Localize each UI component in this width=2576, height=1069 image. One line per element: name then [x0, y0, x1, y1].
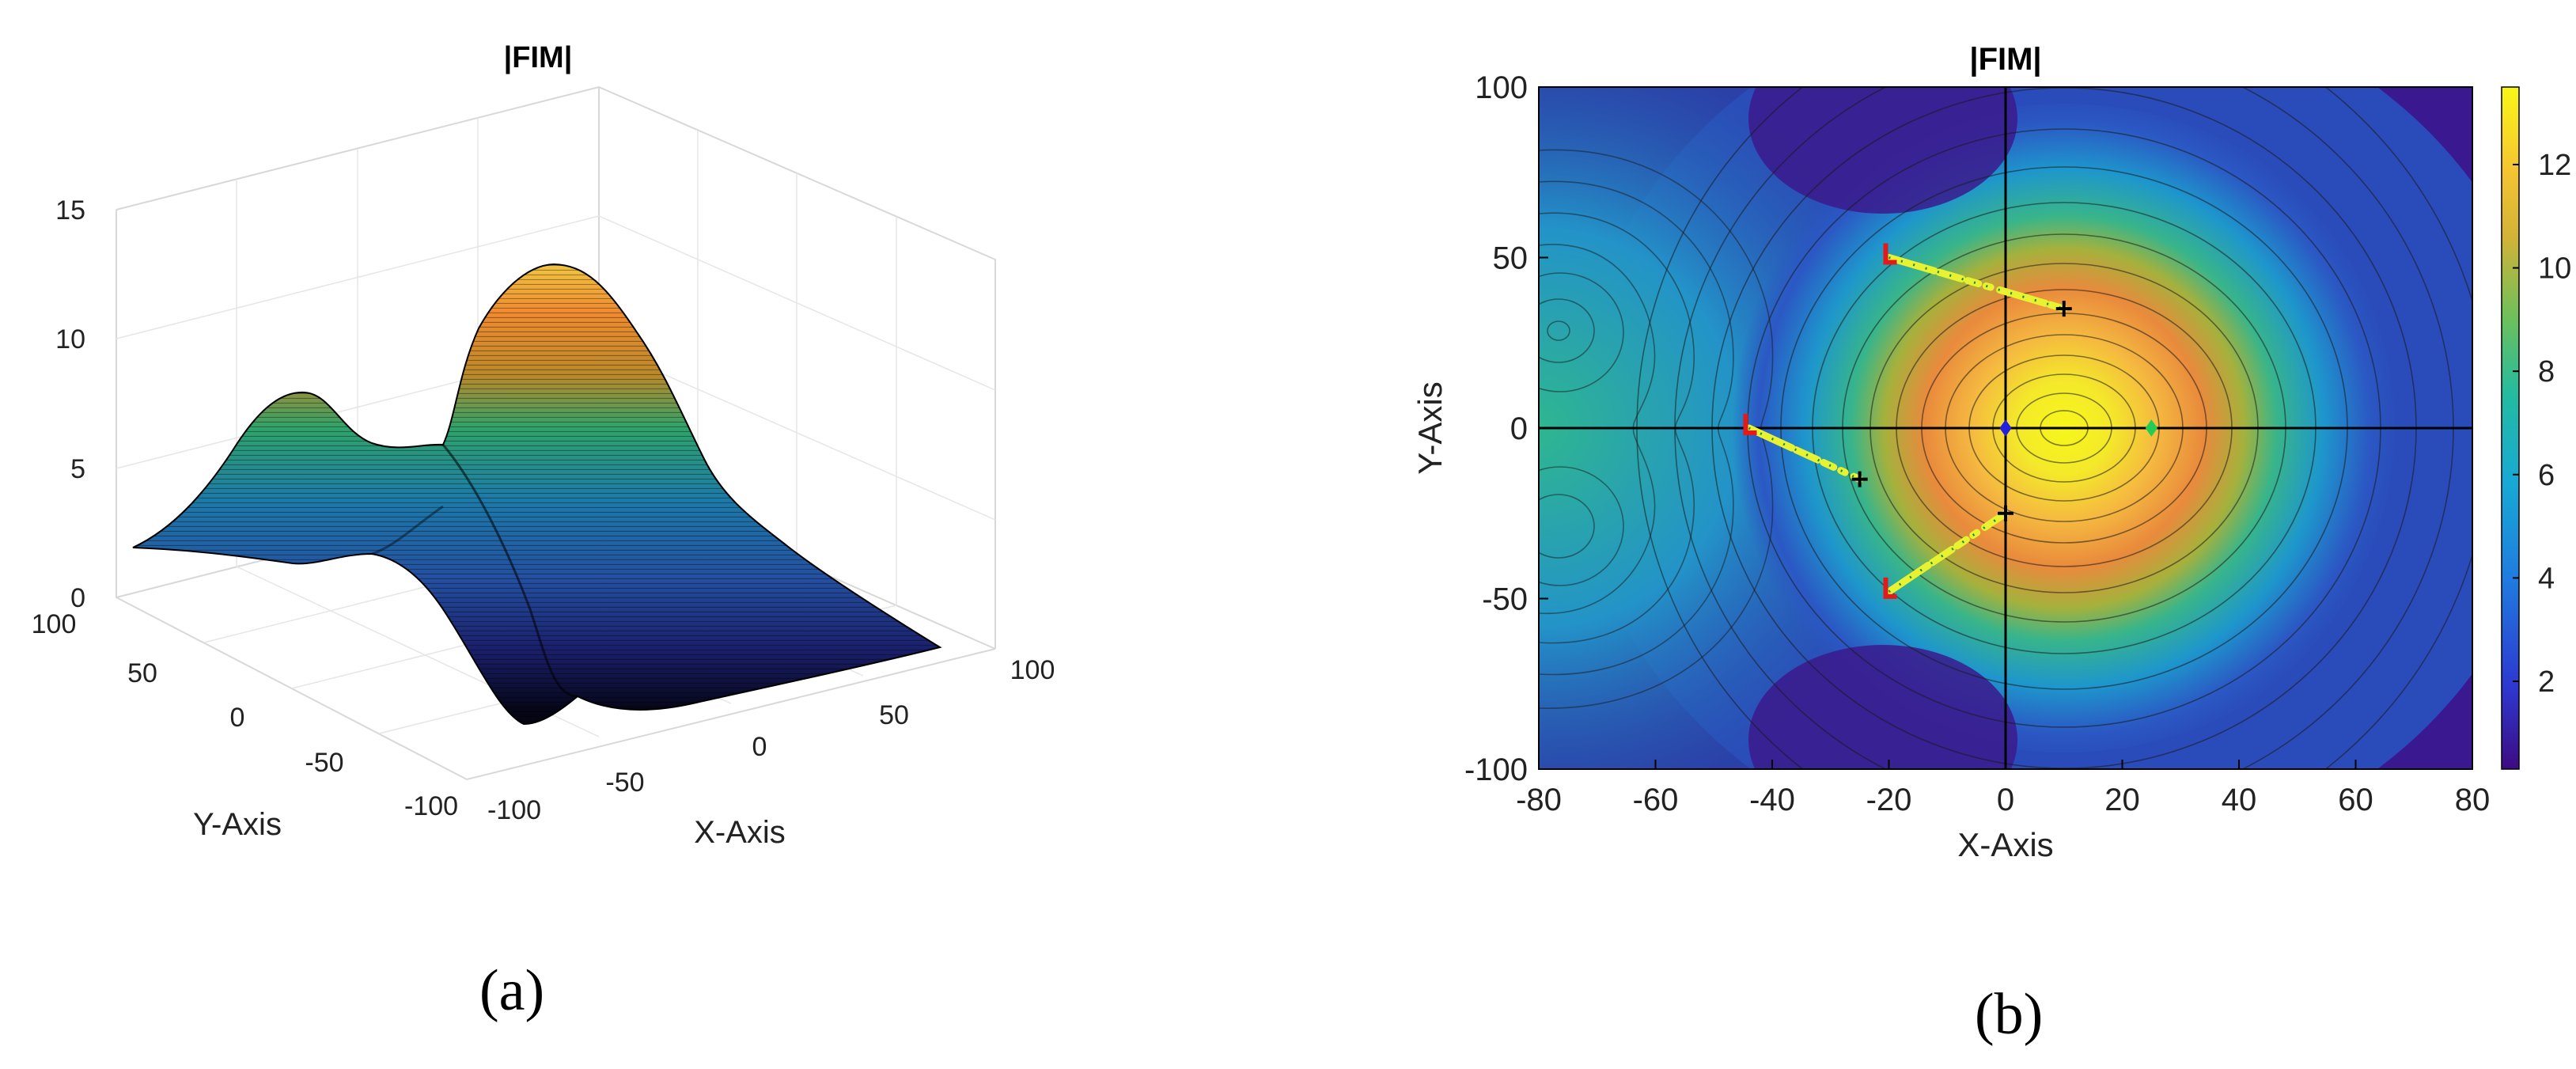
end-marker — [1998, 505, 2013, 521]
x-axis-label: X-Axis — [1957, 826, 2053, 863]
trajectory-1 — [1883, 243, 2072, 317]
trajectory-dots — [1748, 426, 1861, 481]
surface-axes — [116, 85, 996, 781]
end-marker — [1851, 471, 1868, 487]
surface-plot — [132, 263, 942, 726]
trajectory-dots — [1888, 256, 2065, 310]
y-tick-label: -100 — [1464, 752, 1528, 787]
y-axis-label: Y-Axis — [1411, 381, 1449, 475]
x-tick-label: 50 — [879, 700, 909, 730]
colorbar — [2501, 86, 2520, 770]
z-tick-label: 10 — [55, 324, 85, 354]
x-tick-label: 100 — [1010, 655, 1055, 685]
start-marker — [1883, 243, 1897, 265]
x-tick-label: 0 — [752, 732, 767, 762]
colorbar-tick-label: 4 — [2538, 562, 2555, 595]
trajectory-path — [1885, 510, 2010, 596]
trajectory-3 — [1883, 505, 2013, 599]
x-tick-label: 80 — [2455, 783, 2491, 817]
end-marker — [2055, 301, 2072, 317]
y-axis-label: Y-Axis — [193, 807, 282, 842]
y-tick-label: 0 — [1510, 411, 1528, 446]
panel-label-a: (a) — [479, 958, 545, 1023]
x-tick-label: -40 — [1749, 783, 1795, 817]
heatmap-field — [1538, 86, 2520, 770]
z-tick-label: 0 — [70, 583, 85, 613]
start-marker — [1743, 414, 1757, 435]
colorbar-tick-label: 8 — [2538, 355, 2555, 389]
x-tick-label: 60 — [2338, 783, 2373, 817]
x-tick-label: -60 — [1633, 783, 1679, 817]
x-tick-label: 40 — [2222, 783, 2257, 817]
x-tick-label: -100 — [487, 795, 541, 825]
x-tick-label: 20 — [2104, 783, 2140, 817]
y-tick-label: 50 — [1493, 241, 1529, 276]
diamond-marker-2 — [2145, 419, 2157, 437]
y-tick-label: 50 — [127, 658, 157, 688]
chart-contour-heatmap: |FIM| -80 -60 -40 -20 0 20 40 60 80 100 50 0 -50 -100 X… — [1411, 42, 2571, 863]
y-tick-label: -50 — [1482, 582, 1528, 617]
chart-a-title: |FIM| — [504, 41, 573, 74]
colorbar-tick-label: 2 — [2538, 665, 2555, 699]
chart-b-title: |FIM| — [1969, 42, 2041, 77]
y-tick-label: -50 — [305, 748, 343, 778]
colorbar-tick-label: 12 — [2538, 149, 2571, 182]
panel-label-b: (b) — [1975, 982, 2044, 1047]
x-tick-label: -20 — [1866, 783, 1912, 817]
z-tick-label: 15 — [55, 195, 85, 226]
z-tick-label: 5 — [70, 454, 85, 484]
start-marker — [1883, 577, 1897, 599]
diamond-marker-1 — [1999, 419, 2012, 437]
x-axis-label: X-Axis — [694, 815, 786, 850]
y-tick-label: -100 — [404, 791, 458, 821]
colorbar-tick-label: 6 — [2538, 459, 2555, 492]
x-tick-label: 0 — [1997, 783, 2014, 817]
y-tick-label: 0 — [230, 703, 245, 733]
x-tick-label: -80 — [1516, 783, 1562, 817]
trajectory-2 — [1743, 414, 1868, 487]
y-tick-label: 100 — [32, 609, 77, 639]
colorbar-tick-label: 10 — [2538, 252, 2571, 286]
x-tick-label: -50 — [605, 768, 644, 798]
y-tick-label: 100 — [1475, 70, 1528, 105]
